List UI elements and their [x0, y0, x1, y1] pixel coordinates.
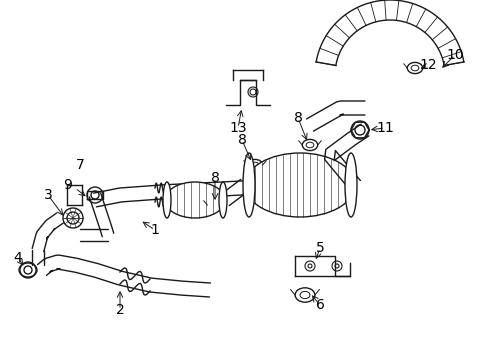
Text: 10: 10 [445, 48, 463, 62]
Text: 3: 3 [43, 188, 52, 202]
Ellipse shape [164, 182, 224, 218]
Text: 2: 2 [115, 303, 124, 317]
Ellipse shape [219, 182, 226, 218]
Ellipse shape [163, 182, 171, 218]
Ellipse shape [243, 153, 254, 217]
Text: 8: 8 [210, 171, 219, 185]
Ellipse shape [345, 153, 356, 217]
Text: 11: 11 [375, 121, 393, 135]
Text: 7: 7 [76, 158, 84, 172]
Text: 8: 8 [293, 111, 302, 125]
Ellipse shape [244, 153, 354, 217]
Text: 6: 6 [315, 298, 324, 312]
Text: 5: 5 [315, 241, 324, 255]
Text: 13: 13 [229, 121, 246, 135]
Text: 4: 4 [14, 251, 22, 265]
Text: 12: 12 [418, 58, 436, 72]
Text: 1: 1 [150, 223, 159, 237]
Text: 9: 9 [63, 178, 72, 192]
Text: 8: 8 [237, 133, 246, 147]
